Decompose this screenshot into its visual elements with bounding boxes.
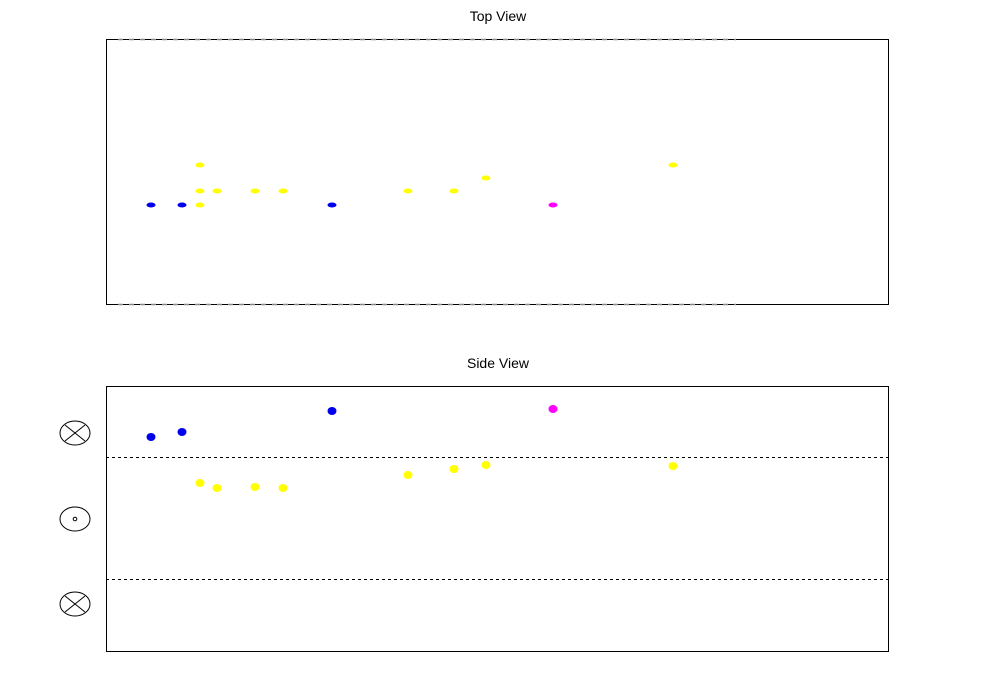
top-view-point	[195, 188, 205, 194]
top-view-point	[212, 188, 222, 194]
top-view-point	[481, 175, 491, 181]
dot-in-circle-icon	[59, 506, 91, 532]
top-view-points	[146, 162, 678, 208]
side-view-title: Side View	[466, 355, 529, 371]
side-view-point	[403, 471, 413, 479]
side-view-point	[481, 461, 491, 469]
side-view-point	[327, 407, 337, 415]
side-view-frame	[106, 386, 889, 652]
top-view-point	[403, 188, 413, 194]
top-view-point	[668, 162, 678, 168]
side-view-point	[548, 405, 558, 413]
top-view-point	[449, 188, 459, 194]
top-view-point	[146, 202, 156, 208]
side-view-point	[449, 465, 459, 473]
top-view-frame	[106, 39, 889, 305]
side-view-points	[146, 405, 678, 492]
side-view-point	[212, 484, 222, 492]
side-view-point	[177, 428, 187, 436]
side-view-point	[146, 433, 156, 441]
top-view-point	[250, 188, 260, 194]
top-view-edge-ticks	[118, 38, 736, 306]
top-view-point	[195, 202, 205, 208]
top-view-point	[548, 202, 558, 208]
top-view-point	[278, 188, 288, 194]
side-view-point	[668, 462, 678, 470]
side-view-point	[278, 484, 288, 492]
cross-in-circle-icon	[59, 420, 91, 446]
side-view-point	[195, 479, 205, 487]
top-view-title: Top View	[469, 8, 527, 24]
top-view-point	[195, 162, 205, 168]
cross-in-circle-icon	[59, 591, 91, 617]
top-view-point	[177, 202, 187, 208]
side-view-point	[250, 483, 260, 491]
top-view-point	[327, 202, 337, 208]
